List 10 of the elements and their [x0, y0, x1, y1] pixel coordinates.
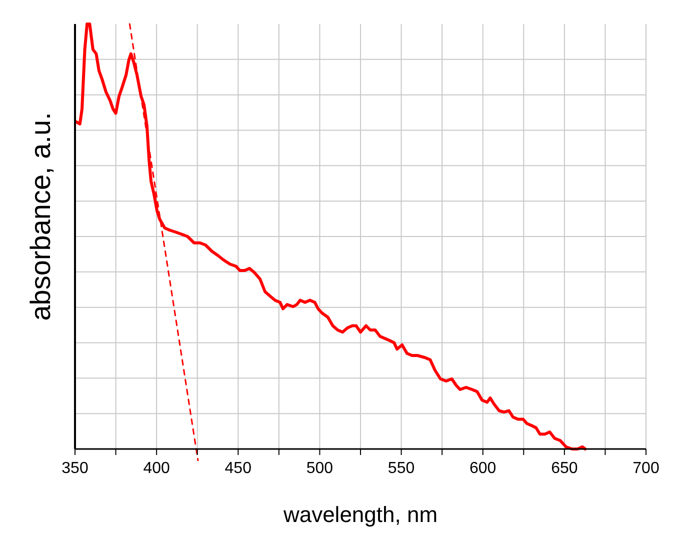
x-tick-label: 550 — [388, 460, 415, 477]
x-tick-label: 350 — [62, 460, 88, 477]
x-axis-title: wavelength, nm — [282, 502, 438, 527]
x-tick-label: 500 — [306, 460, 334, 477]
x-tick-label: 450 — [224, 460, 252, 477]
y-axis-title: absorbance, a.u. — [25, 112, 56, 321]
x-tick-label: 400 — [143, 460, 170, 477]
x-tick-label: 600 — [470, 460, 496, 477]
x-tick-label: 650 — [551, 460, 578, 477]
x-tick-label: 700 — [632, 460, 660, 477]
